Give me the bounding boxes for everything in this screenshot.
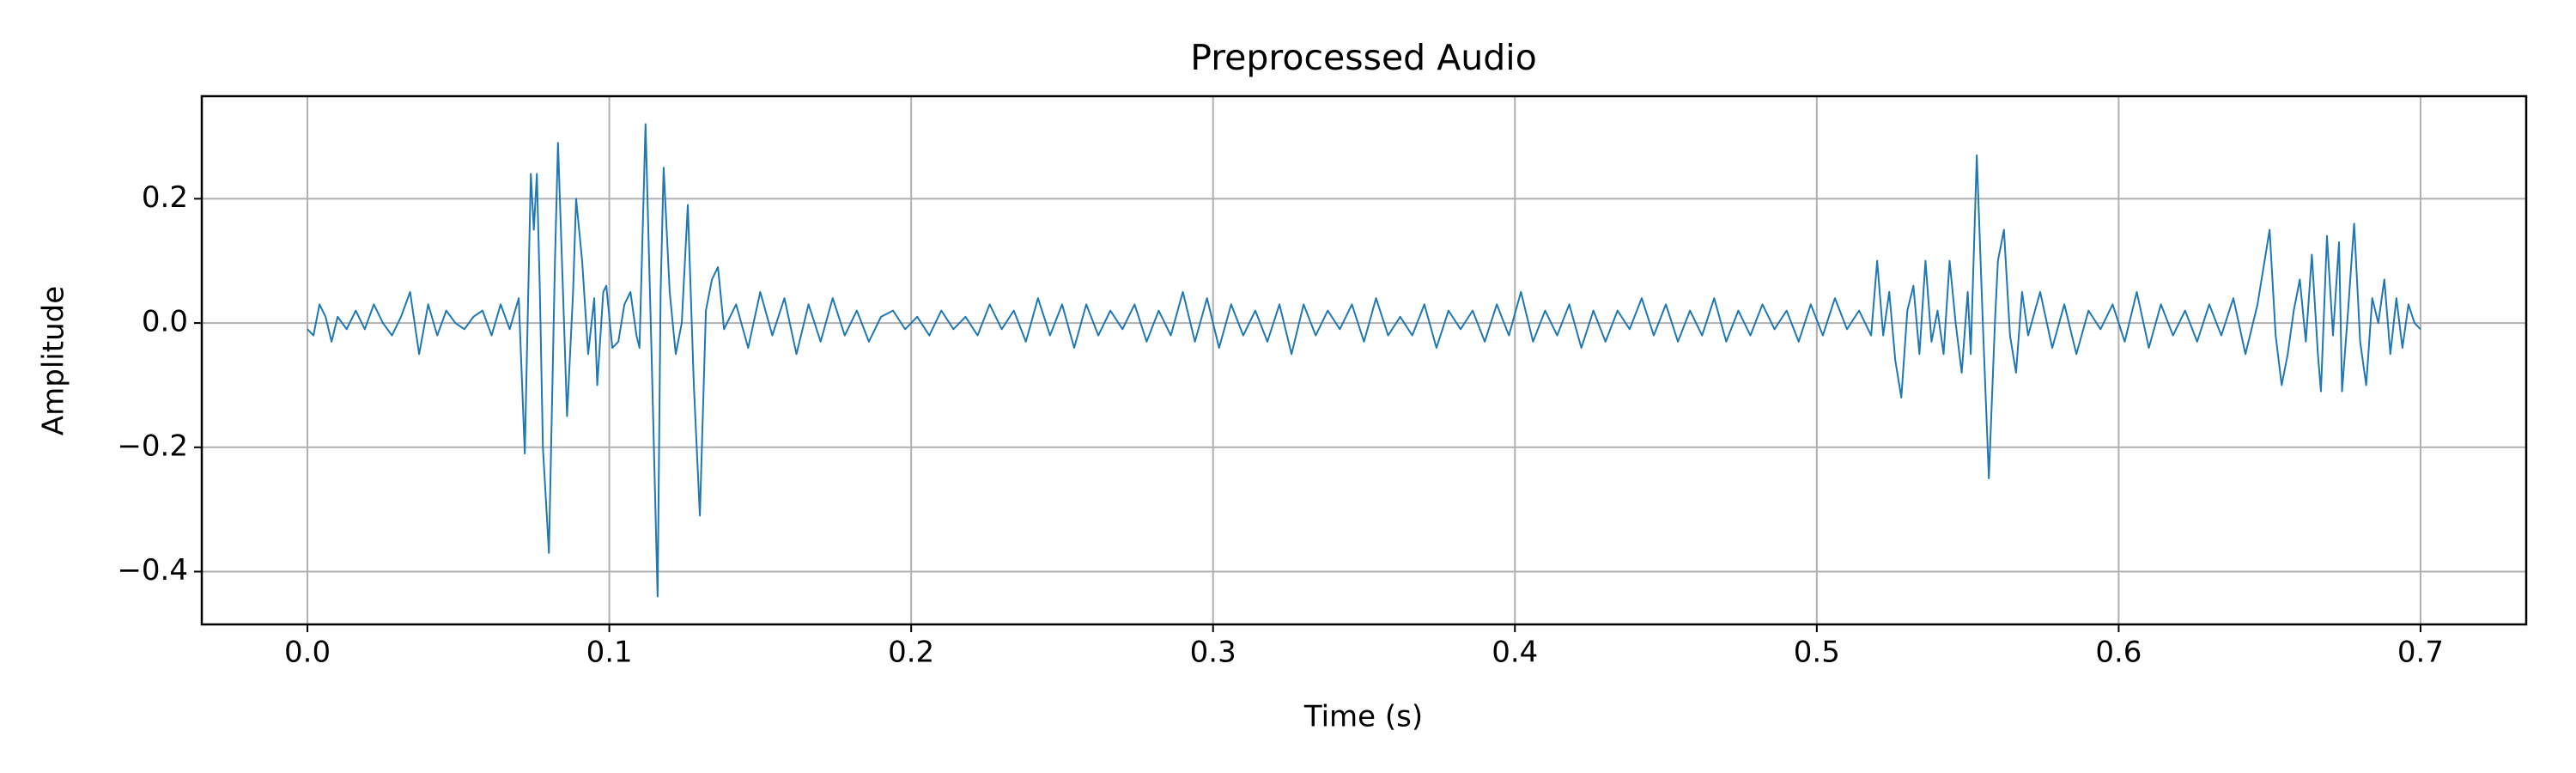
x-axis-label: Time (s) [1303, 700, 1423, 734]
x-tick-label: 0.3 [1190, 636, 1236, 670]
x-tick-label: 0.1 [586, 636, 633, 670]
plot-frame [200, 94, 2528, 626]
y-tick-label: −0.4 [117, 553, 188, 587]
y-tick-label: 0.0 [142, 305, 188, 339]
chart-title: Preprocessed Audio [1190, 37, 1537, 78]
x-tick-label: 0.2 [888, 636, 934, 670]
y-tick-label: 0.2 [142, 180, 188, 215]
x-tick-label: 0.6 [2095, 636, 2142, 670]
waveform-line [307, 123, 2421, 598]
y-axis-label: Amplitude [37, 286, 71, 435]
x-tick-label: 0.0 [284, 636, 331, 670]
y-tick-label: −0.2 [117, 429, 188, 463]
x-tick-label: 0.4 [1492, 636, 1538, 670]
x-tick-label: 0.7 [2397, 636, 2444, 670]
x-tick-label: 0.5 [1794, 636, 1840, 670]
